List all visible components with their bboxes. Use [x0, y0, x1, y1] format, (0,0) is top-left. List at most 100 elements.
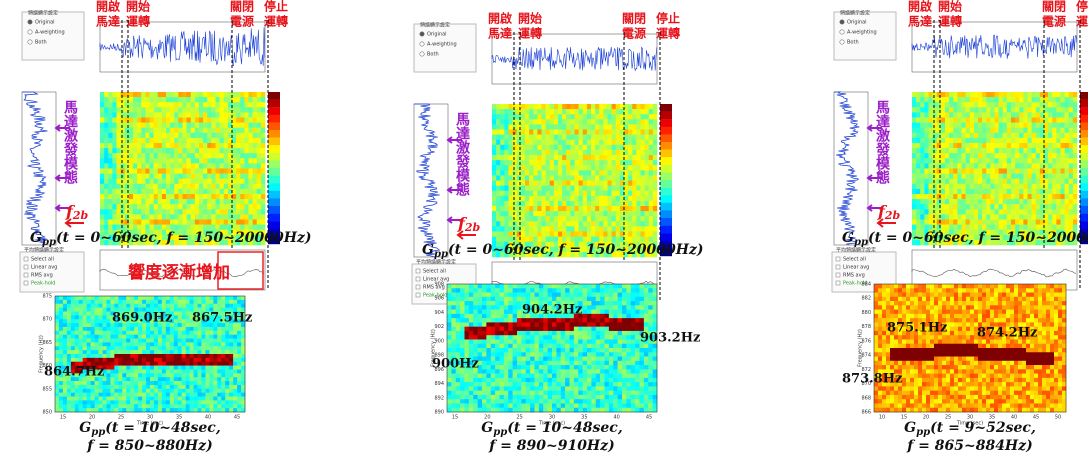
zoom-cell [110, 342, 114, 346]
zoom-cell [596, 284, 601, 289]
spectrogram-cell [145, 92, 149, 97]
spectrogram-cell [645, 140, 649, 145]
zoom-cell [526, 339, 531, 344]
spectrogram-cell [249, 179, 253, 184]
zoom-cell [67, 342, 71, 346]
zoom-cell [221, 377, 225, 381]
spectrogram-cell [570, 216, 574, 221]
zoom-cell [182, 369, 186, 373]
zoom-cell [465, 305, 470, 310]
zoom-cell [174, 335, 178, 339]
spectrogram-cell [195, 194, 199, 199]
spectrogram-cell [249, 158, 253, 163]
spectrogram-cell [521, 191, 525, 196]
zoom-cell [469, 344, 474, 349]
spectrogram-cell [137, 174, 141, 179]
zoom-cell [95, 315, 99, 319]
zoom-cell [174, 408, 178, 412]
spectrogram-cell [603, 226, 607, 231]
spectrogram-cell [570, 226, 574, 231]
spectrogram-cell [261, 214, 265, 219]
zoom-cell [469, 284, 474, 289]
zoom-cell [460, 297, 465, 302]
spectrogram-cell [112, 204, 116, 209]
zoom-cell [142, 366, 146, 370]
spectrogram-cell [162, 189, 166, 194]
zoom-cell [478, 293, 483, 298]
spectrogram-cell [504, 145, 508, 150]
zoom-cell [653, 365, 658, 370]
spectrogram-cell [104, 128, 108, 133]
peak-label: 869.0Hz [112, 311, 172, 326]
spectrogram-cell [232, 199, 236, 204]
zoom-cell [539, 335, 544, 340]
zoom-cell [618, 305, 623, 310]
spectrogram-cell [141, 189, 145, 194]
spectrogram-cell [232, 128, 236, 133]
spectrogram-cell [612, 232, 616, 237]
spectrogram-cell [203, 174, 207, 179]
spectrogram-cell [117, 158, 121, 163]
spectrogram-cell [129, 220, 133, 225]
spectrogram-cell [141, 143, 145, 148]
zoom-cell [122, 300, 126, 304]
spectrogram-cell [521, 165, 525, 170]
spectrogram-cell [257, 189, 261, 194]
spectrogram-cell [533, 221, 537, 226]
spectrogram-cell [558, 191, 562, 196]
zoom-cell [574, 284, 579, 289]
spectrogram-cell [562, 135, 566, 140]
spectrogram-cell [653, 196, 657, 201]
spectrogram-cell [211, 123, 215, 128]
zoom-cell [201, 397, 205, 401]
spectrogram-cell [195, 174, 199, 179]
spectrogram-cell [191, 102, 195, 107]
zoom-cell [83, 296, 87, 300]
zoom-cell [626, 301, 631, 306]
spectrogram-cell [591, 170, 595, 175]
zoom-cell [473, 293, 478, 298]
spectrogram-cell [170, 138, 174, 143]
zoom-cell [71, 358, 75, 362]
zoom-cell [535, 344, 540, 349]
zoom-cell [138, 366, 142, 370]
zoom-cell [644, 361, 649, 366]
zoom-cell [106, 304, 110, 308]
zoom-cell [504, 365, 509, 370]
spectrogram-cell [178, 118, 182, 123]
spectrogram-cell [216, 97, 220, 102]
spectrogram-cell [240, 220, 244, 225]
spectrogram-cell [211, 107, 215, 112]
spectrogram-cell [195, 112, 199, 117]
spectrogram-cell [591, 175, 595, 180]
spectrogram-cell [583, 160, 587, 165]
spectrogram-cell [244, 214, 248, 219]
spectrogram-cell [253, 92, 257, 97]
zoom-cell [91, 304, 95, 308]
zoom-cell [495, 284, 500, 289]
spectrogram-cell [195, 179, 199, 184]
zoom-cell [631, 331, 636, 336]
spectrogram-cell [632, 145, 636, 150]
spectrogram-cell [628, 226, 632, 231]
spectrogram-cell [608, 104, 612, 109]
zoom-cell [63, 389, 67, 393]
spectrogram-cell [537, 145, 541, 150]
zoom-cell [110, 331, 114, 335]
spectrogram-cell [529, 160, 533, 165]
spectrogram-cell [158, 92, 162, 97]
spectrogram-cell [137, 179, 141, 184]
zoom-cell [174, 304, 178, 308]
zoom-cell [126, 350, 130, 354]
zoom-cell [648, 361, 653, 366]
zoom-cell [205, 350, 209, 354]
spectrogram-cell [595, 160, 599, 165]
spectrogram-cell [550, 160, 554, 165]
zoom-cell [146, 369, 150, 373]
zoom-cell [213, 358, 217, 362]
zoom-cell [158, 342, 162, 346]
spectrogram-cell [632, 196, 636, 201]
zoom-cell [209, 377, 213, 381]
spectrogram-cell [513, 211, 517, 216]
zoom-cell [543, 369, 548, 374]
